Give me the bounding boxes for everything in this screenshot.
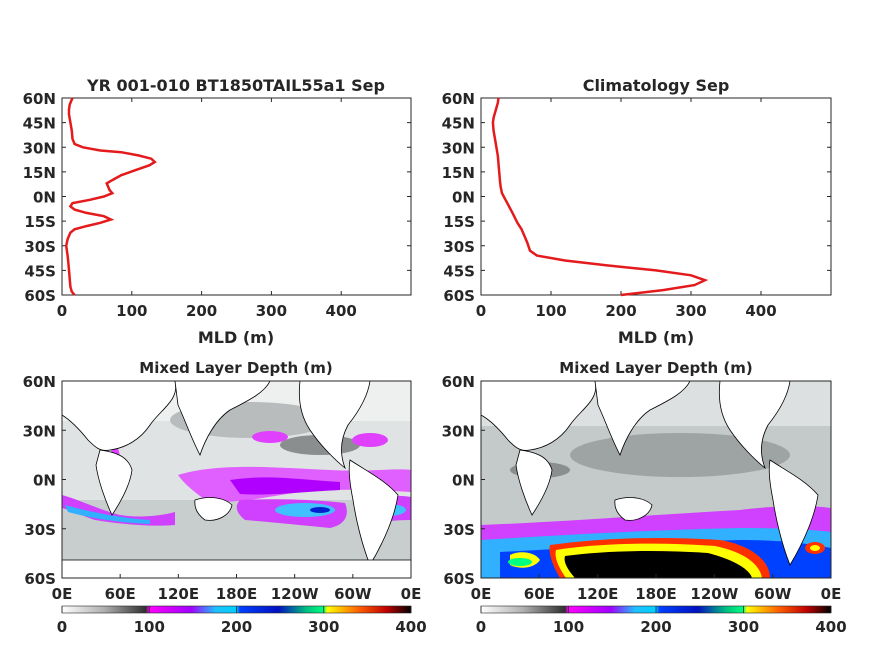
tick-label: 15N (442, 164, 475, 182)
series-line (64, 97, 157, 296)
tick-label: 200 (186, 302, 217, 320)
plot-area (61, 97, 412, 296)
tick-label: 180E (216, 585, 258, 603)
tick-label: 30S (443, 521, 475, 539)
profile-panel-climatology: Climatology Sep 0 100 200 300 400 60N 45N 30N 1… (442, 76, 832, 347)
tick-label: 45S (443, 262, 475, 280)
x-axis-ticks: 0E 60E 120E 180E 120W 60W 0E (52, 574, 422, 603)
tick-label: 60S (24, 570, 56, 588)
tick-label: 60S (443, 570, 475, 588)
tick-label: 0N (452, 472, 475, 490)
tick-label: 300 (256, 302, 287, 320)
x-axis-label: MLD (m) (618, 328, 694, 347)
colorbar-ticks: 0 100 200 300 400 (476, 606, 847, 636)
panel-title: Mixed Layer Depth (m) (559, 359, 752, 377)
x-axis-label: MLD (m) (198, 328, 274, 347)
tick-label: 180E (635, 585, 677, 603)
tick-label: 30S (24, 238, 56, 256)
tick-label: 60W (334, 585, 372, 603)
tick-label: 30N (23, 422, 56, 440)
y-axis-ticks: 60N 45N 30N 15N 0N 15S 30S 45S 60S (442, 90, 831, 305)
tick-label: 400 (745, 302, 776, 320)
tick-label: 15N (23, 164, 56, 182)
tick-label: 200 (605, 302, 636, 320)
tick-label: 100 (553, 618, 584, 636)
tick-label: 45N (23, 115, 56, 133)
tick-label: 30S (443, 238, 475, 256)
tick-label: 45N (442, 115, 475, 133)
tick-label: 300 (675, 302, 706, 320)
tick-label: 100 (535, 302, 566, 320)
tick-label: 0E (821, 585, 842, 603)
continents (481, 381, 819, 566)
tick-label: 15S (24, 213, 56, 231)
mld-map-model: Mixed Layer Depth (m) (23, 359, 427, 636)
tick-label: 100 (116, 302, 147, 320)
panel-title: Climatology Sep (583, 76, 730, 95)
y-axis-ticks: 60N 30N 0N 30S 60S (442, 373, 485, 588)
tick-label: 60N (442, 90, 475, 108)
tick-label: 60E (524, 585, 555, 603)
tick-label: 60S (443, 287, 475, 305)
x-axis-ticks: 0 100 200 300 400 (57, 98, 357, 320)
tick-label: 120W (690, 585, 738, 603)
tick-label: 400 (395, 618, 426, 636)
tick-label: 0E (471, 585, 492, 603)
tick-label: 120W (271, 585, 319, 603)
map-field (62, 381, 411, 578)
tick-label: 60S (24, 287, 56, 305)
tick-label: 400 (326, 302, 357, 320)
y-axis-ticks: 60N 30N 0N 30S 60S (23, 373, 66, 588)
tick-label: 120E (158, 585, 200, 603)
mld-map-climatology: Mixed Layer Depth (m) (442, 359, 847, 636)
tick-label: 30N (23, 139, 56, 157)
tick-label: 0N (452, 189, 475, 207)
y-axis-ticks: 60N 45N 30N 15N 0N 15S 30S 45S 60S (23, 90, 411, 305)
tick-label: 300 (728, 618, 759, 636)
tick-label: 60N (23, 373, 56, 391)
tick-label: 0 (57, 302, 67, 320)
tick-label: 0N (33, 189, 56, 207)
tick-label: 30N (442, 422, 475, 440)
tick-label: 30N (442, 139, 475, 157)
tick-label: 0 (476, 302, 486, 320)
tick-label: 30S (24, 521, 56, 539)
tick-label: 0 (57, 618, 67, 636)
tick-label: 0E (52, 585, 73, 603)
tick-label: 60W (754, 585, 792, 603)
panel-title: YR 001-010 BT1850TAIL55a1 Sep (86, 76, 385, 95)
tick-label: 0E (401, 585, 422, 603)
profile-panel-model: YR 001-010 BT1850TAIL55a1 Sep 0 100 200 300… (23, 76, 412, 347)
tick-label: 0N (33, 472, 56, 490)
tick-label: 60N (442, 373, 475, 391)
tick-label: 400 (815, 618, 846, 636)
colorbar-ticks: 0 100 200 300 400 (57, 606, 427, 636)
tick-label: 0 (476, 618, 486, 636)
tick-label: 120E (577, 585, 619, 603)
x-axis-ticks: 0E 60E 120E 180E 120W 60W 0E (471, 574, 842, 603)
x-axis-ticks: 0 100 200 300 400 (476, 98, 777, 320)
map-field (481, 381, 831, 578)
tick-label: 200 (221, 618, 252, 636)
tick-label: 100 (134, 618, 165, 636)
panel-title: Mixed Layer Depth (m) (139, 359, 332, 377)
tick-label: 15S (443, 213, 475, 231)
tick-label: 200 (640, 618, 671, 636)
plot-area (480, 97, 832, 296)
tick-label: 45S (24, 262, 56, 280)
series-line (491, 97, 709, 297)
tick-label: 300 (308, 618, 339, 636)
tick-label: 60N (23, 90, 56, 108)
continents (62, 381, 411, 578)
tick-label: 60E (105, 585, 136, 603)
